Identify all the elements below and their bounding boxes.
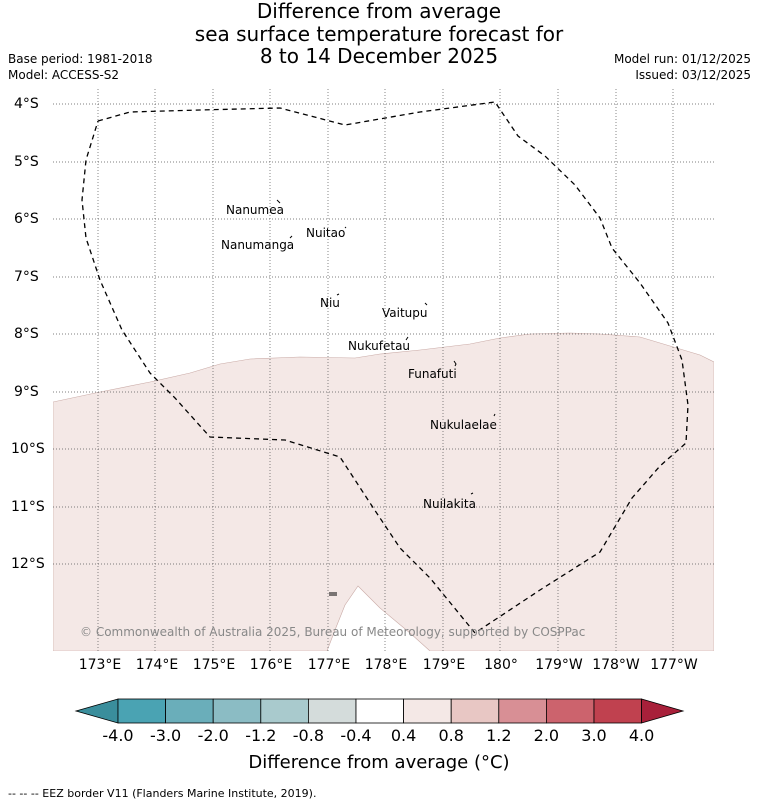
lat-label: 9°S [14,384,39,400]
colorbar [74,698,685,724]
island-label: Nukulaelae [430,418,497,432]
colorbar-tick-label: 3.0 [581,726,607,745]
lon-label: 180° [484,657,518,673]
colorbar-segment [403,698,452,724]
lon-label: 177°E [307,657,351,673]
nanumea-island-marker [276,199,281,204]
colorbar-segment [165,698,214,724]
colorbar-tick-label: -4.0 [102,726,134,745]
anomaly-region [53,332,714,651]
lon-label: 174°E [135,657,179,673]
island-label: Vaitupu [382,306,428,320]
lat-label: 6°S [14,211,39,227]
colorbar-tick-label: 0.4 [390,726,417,745]
niu-island-marker [336,293,340,296]
lat-label: 7°S [14,269,39,285]
model-run: Model run: 01/12/2025 [613,52,751,66]
lon-label: 176°E [249,657,293,673]
lat-label: 4°S [14,96,39,112]
colorbar-tick-label: -0.8 [292,726,324,745]
lat-label: 5°S [14,154,39,170]
island-label: Nuilakita [423,497,476,511]
colorbar-segment [355,698,404,724]
colorbar-tick-label: 1.2 [486,726,512,745]
colorbar-tick-label: -0.4 [340,726,372,745]
vaitupu-island-marker [424,302,428,306]
colorbar-tick-label: 0.8 [438,726,464,745]
lon-label: 175°E [192,657,236,673]
colorbar-segment [307,698,357,724]
island-label: Nanumanga [221,238,294,252]
nanumanga-island-marker [289,235,293,239]
island-label: Nanumea [226,203,284,217]
lon-label: 178°E [364,657,408,673]
lon-label: 178°W [592,657,640,673]
colorbar-tick-label: -1.2 [245,726,277,745]
funafuti-island-marker [453,360,457,367]
copyright-notice: © Commonwealth of Australia 2025, Bureau… [80,625,585,639]
colorbar-segment [117,698,166,724]
model-name: Model: ACCESS-S2 [8,68,120,82]
colorbar-title: Difference from average (°C) [248,752,510,773]
reef-marker [329,592,337,596]
lat-label: 8°S [14,326,39,342]
nuitao-island-marker [344,226,347,229]
nuilakita-island-marker [470,492,474,495]
colorbar-tick-label: 4.0 [628,726,655,745]
colorbar-segment [260,698,309,724]
colorbar-tick-label: -3.0 [149,726,182,745]
colorbar-tick-label: -2.0 [197,726,229,745]
lat-label: 10°S [11,441,45,457]
title-line-3: 8 to 14 December 2025 [259,44,499,68]
colorbar-segment [593,698,642,724]
lon-label: 173°E [78,657,122,673]
eez-legend-footer: -- -- -- EEZ border V11 (Flanders Marine… [8,787,317,800]
lon-label: 179°W [535,657,583,673]
title-line-1: Difference from average [256,0,502,23]
issued-date: Issued: 03/12/2025 [635,68,751,82]
colorbar-segment [450,698,500,724]
colorbar-segment [546,698,595,724]
lon-label: 177°W [650,657,698,673]
lon-label: 179°E [422,657,466,673]
title-line-2: sea surface temperature forecast for [194,22,564,46]
nukulaelae-island-marker [493,413,496,417]
lat-label: 11°S [11,499,45,515]
colorbar-segment [212,698,262,724]
colorbar-high-extend [641,698,685,724]
nukufetau-island-marker [405,336,409,341]
base-period: Base period: 1981-2018 [8,52,153,66]
colorbar-low-extend [74,698,119,724]
eez-border [81,101,689,634]
colorbar-tick-label: 2.0 [533,726,560,745]
lat-label: 12°S [11,556,45,572]
island-label: Nuitao [306,226,345,240]
island-label: Niu [320,296,340,310]
island-label: Funafuti [408,367,457,381]
colorbar-segment [498,698,547,724]
island-label: Nukufetau [348,339,410,353]
